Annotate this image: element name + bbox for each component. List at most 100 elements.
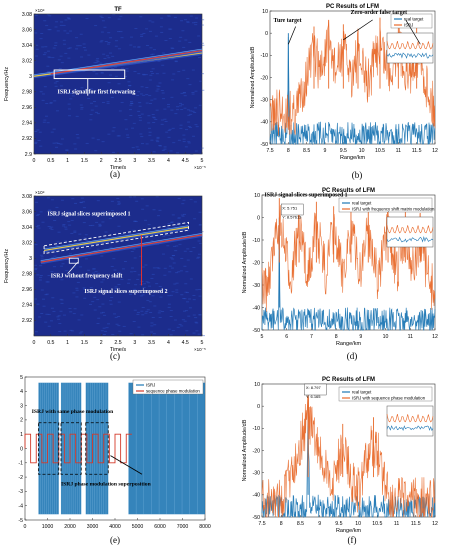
heatmap-cell [128,109,132,111]
x-tick-label: 1.5 [81,158,88,164]
heatmap-cell [96,139,100,141]
x-tick-label: 1 [66,158,69,164]
heatmap-cell [124,119,128,121]
legend-label: real target [352,390,372,395]
y-tick-label: -40 [253,305,261,311]
y-exponent: ×10⁹ [35,8,45,13]
heatmap-cell [101,303,105,305]
heatmap-cell [62,223,66,225]
x-tick-label: 2 [100,340,103,346]
heatmap-cell [187,121,191,123]
x-tick-label: 0 [33,158,36,164]
heatmap-cell [107,41,111,43]
heatmap-cell [171,330,175,332]
heatmap-cell [82,201,86,203]
heatmap-cell [185,301,189,303]
heatmap-background [34,14,202,154]
heatmap-cell [150,139,154,141]
heatmap-cell [45,281,49,283]
heatmap-cell [109,246,113,248]
heatmap-cell [54,45,58,47]
heatmap-cell [183,298,187,300]
y-tick-label: 1 [20,432,23,438]
heatmap-cell [40,312,44,314]
heatmap-cell [68,307,72,309]
inset-series [386,52,434,59]
heatmap-cell [175,152,179,154]
x-tick-label: 0.5 [47,340,54,346]
signal-edge [40,233,203,261]
heatmap-cell [146,309,150,311]
heatmap-cell [119,31,123,33]
heatmap-cell [114,75,118,77]
y-tick-label: 0 [20,446,23,452]
heatmap-cell [98,290,102,292]
y-tick-label: -5 [18,518,23,524]
heatmap-cell [73,231,77,233]
heatmap-cell [169,294,173,296]
heatmap-cell [198,295,202,297]
x-tick-label: 9 [324,148,327,154]
heatmap-cell [161,253,165,255]
heatmap-cell [110,265,114,267]
heatmap-cell [111,151,115,153]
heatmap-cell [157,215,161,217]
panel-caption: (e) [110,535,120,545]
heatmap-cell [137,91,141,93]
series-line-0 [269,36,436,146]
heatmap-cell [177,217,181,219]
panel-b: 7.5 8 8.5 9 9.5 10 10.5 11 11.5 12 10 0 -10 -20 -30 -40… [250,4,438,180]
heatmap-cell [62,39,66,41]
heatmap-cell [131,147,135,149]
heatmap-cell [171,79,175,81]
heatmap-cell [112,92,116,94]
y-tick-label: 10 [254,382,260,388]
heatmap-cell [116,197,120,199]
x-tick-label: 3000 [87,524,99,530]
x-tick-label: 7.5 [266,148,273,154]
heatmap-cell [73,308,77,310]
heatmap-cell [182,92,186,94]
x-tick-label: 12 [432,334,438,340]
heatmap-cell [134,28,138,30]
heatmap-cell [117,201,121,203]
heatmap-cell [195,330,199,332]
heatmap-cell [64,228,68,230]
heatmap-cell [56,241,60,243]
x-tick-label: 10 [355,521,361,527]
y-tick-label: 2.92 [22,318,32,324]
heatmap-cell [114,288,118,290]
heatmap-cell [182,46,186,48]
x-tick-label: 3 [133,158,136,164]
heatmap-cell [170,267,174,269]
heatmap-cell [109,300,113,302]
heatmap-cell [74,202,78,204]
heatmap-cell [180,325,184,327]
heatmap-cell [197,253,201,255]
annotation-text: ISRJ with same phase modulation [32,409,114,415]
heatmap-cell [183,95,187,97]
heatmap-cell [145,310,149,312]
y-axis-label: Normalized Amplitude/dB [242,231,248,293]
heatmap-cell [191,93,195,95]
heatmap-cell [198,314,202,316]
heatmap-cell [55,142,59,144]
heatmap-cell [153,234,157,236]
heatmap-cell [70,219,74,221]
heatmap-cell [130,102,134,104]
heatmap-cell [200,42,204,44]
heatmap-cell [118,240,122,242]
heatmap-cell [60,138,64,140]
heatmap-cell [167,15,171,17]
heatmap-cell [161,149,165,151]
heatmap-cell [145,45,149,47]
chart-title: PC Results of LFM [326,4,379,10]
panel-caption: (f) [348,535,357,545]
heatmap-cell [80,331,84,333]
x-tick-label: 10 [383,334,389,340]
heatmap-cell [43,119,47,121]
heatmap-cell [60,279,64,281]
heatmap-cell [99,312,103,314]
heatmap-cell [168,271,172,273]
x-tick-label: 12 [432,521,438,527]
